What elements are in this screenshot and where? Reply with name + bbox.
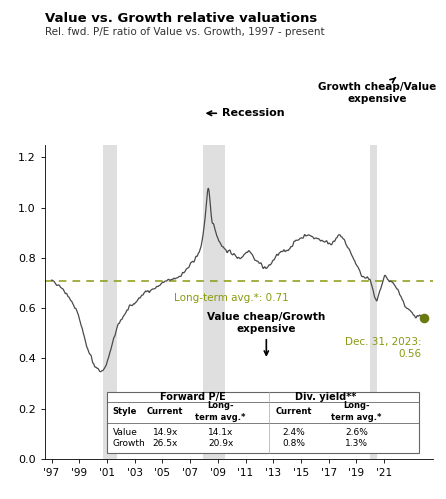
Bar	[370, 145, 377, 459]
Text: 26.5x: 26.5x	[153, 439, 178, 448]
FancyBboxPatch shape	[107, 392, 419, 453]
Text: Current: Current	[147, 407, 183, 416]
Text: Current: Current	[276, 407, 312, 416]
Text: Value: Value	[112, 428, 137, 437]
Text: Style: Style	[112, 407, 137, 416]
Text: Value cheap/Growth
expensive: Value cheap/Growth expensive	[207, 312, 326, 355]
Bar	[103, 145, 117, 459]
Text: Value vs. Growth relative valuations: Value vs. Growth relative valuations	[45, 12, 317, 25]
Text: Dec. 31, 2023:
0.56: Dec. 31, 2023: 0.56	[345, 337, 421, 359]
Text: Rel. fwd. P/E ratio of Value vs. Growth, 1997 - present: Rel. fwd. P/E ratio of Value vs. Growth,…	[45, 27, 324, 37]
Text: Long-term avg.*: 0.71: Long-term avg.*: 0.71	[174, 293, 289, 303]
Text: 2.4%: 2.4%	[283, 428, 306, 437]
Text: 2.6%: 2.6%	[345, 428, 368, 437]
Text: Div. yield**: Div. yield**	[295, 392, 356, 402]
Text: 14.1x: 14.1x	[208, 428, 233, 437]
Text: Growth cheap/Value
expensive: Growth cheap/Value expensive	[318, 78, 436, 104]
Text: Long-
term avg.*: Long- term avg.*	[195, 402, 246, 422]
Text: Long-
term avg.*: Long- term avg.*	[331, 402, 382, 422]
Point	[421, 314, 428, 322]
Text: Growth: Growth	[112, 439, 145, 448]
Text: Recession: Recession	[207, 108, 285, 118]
Text: Forward P/E: Forward P/E	[160, 392, 226, 402]
Text: 20.9x: 20.9x	[208, 439, 233, 448]
Text: 1.3%: 1.3%	[345, 439, 368, 448]
Bar	[202, 145, 225, 459]
Text: 0.8%: 0.8%	[283, 439, 306, 448]
Text: 14.9x: 14.9x	[153, 428, 178, 437]
